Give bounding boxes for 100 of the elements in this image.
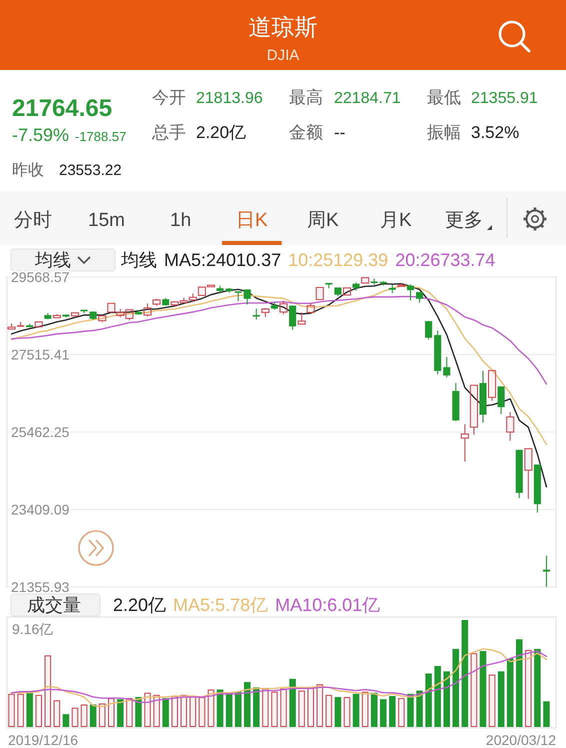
candlestick	[143, 302, 152, 318]
series-label: 20:26733.74	[395, 250, 496, 270]
bar	[44, 655, 52, 727]
bar	[226, 692, 232, 727]
candlestick	[316, 287, 324, 300]
text: -1788.57	[75, 129, 126, 144]
legend-title: 均线	[120, 250, 157, 270]
bar	[162, 698, 169, 727]
chart-title: 成交量	[27, 595, 81, 615]
bar	[72, 708, 78, 727]
text: --	[334, 123, 346, 142]
bar	[280, 688, 287, 727]
bar	[344, 697, 350, 727]
bar	[506, 658, 514, 727]
candlestick	[188, 293, 197, 302]
bar	[198, 697, 206, 727]
candlestick	[542, 555, 550, 588]
bar	[534, 648, 541, 727]
line-series	[10, 283, 548, 488]
y-tick-label: 23409.09	[11, 502, 70, 518]
bar	[208, 690, 214, 727]
bar	[470, 653, 478, 727]
bar	[117, 699, 124, 727]
bar	[17, 694, 24, 727]
bar	[326, 694, 332, 727]
text: 日K	[236, 210, 268, 231]
bar	[144, 692, 151, 727]
text: -7.59%	[12, 125, 70, 145]
bar	[135, 697, 142, 727]
text: 2.20亿	[113, 595, 166, 615]
bar	[362, 692, 368, 727]
text: 最高	[289, 88, 323, 107]
bar	[262, 688, 269, 727]
candlestick	[98, 315, 106, 322]
bar	[108, 698, 115, 727]
text: 分时	[14, 210, 52, 231]
bar	[488, 674, 496, 727]
annotation: 9.16亿	[12, 621, 54, 637]
bar	[298, 690, 305, 727]
bar	[462, 620, 468, 727]
candlestick	[7, 322, 16, 330]
text: 昨收	[12, 162, 44, 179]
bar	[289, 678, 296, 727]
bar	[244, 682, 251, 727]
candlestick	[298, 312, 306, 325]
candlestick	[425, 320, 432, 340]
bar	[216, 690, 224, 727]
candlestick	[460, 424, 469, 462]
bar	[452, 648, 460, 727]
candlestick	[198, 286, 206, 296]
bar	[35, 694, 42, 727]
bar	[425, 674, 432, 727]
bar	[271, 692, 278, 727]
bar	[54, 700, 60, 727]
candlestick	[470, 384, 478, 436]
candlestick	[498, 386, 505, 414]
text: 月K	[380, 210, 412, 231]
candlestick	[70, 312, 80, 316]
text: 更多	[445, 210, 483, 231]
text: 23553.22	[59, 162, 122, 179]
candlestick	[244, 288, 251, 305]
bar	[352, 694, 360, 727]
chart-title: 均线	[34, 250, 71, 270]
bar	[234, 692, 242, 727]
bar	[407, 694, 414, 727]
bar	[307, 687, 314, 727]
text: DJIA	[266, 47, 300, 64]
bar	[26, 692, 33, 727]
bar	[98, 703, 106, 727]
y-tick-label: 25462.25	[11, 424, 70, 440]
bar	[543, 701, 550, 727]
text: 振幅	[427, 123, 461, 142]
bar	[380, 699, 387, 727]
text: 15m	[88, 210, 125, 231]
candlestick	[170, 301, 179, 308]
text: MA10:6.01亿	[275, 595, 380, 615]
y-tick-label: 27515.41	[11, 346, 70, 362]
candlestick	[180, 297, 188, 304]
text: 2019/12/16	[8, 732, 78, 748]
candlestick	[416, 292, 424, 304]
bar	[416, 690, 423, 727]
candlestick	[361, 277, 370, 284]
text: 周K	[307, 210, 339, 231]
candlestick	[107, 302, 116, 313]
candlestick	[116, 308, 124, 318]
bar	[516, 639, 523, 727]
text: 金额	[289, 123, 323, 142]
bar	[90, 704, 96, 727]
candlestick	[397, 282, 406, 287]
candlestick	[406, 284, 414, 301]
series-label: 10:25129.39	[288, 250, 388, 270]
candlestick	[524, 448, 532, 500]
candlestick	[252, 308, 260, 320]
candlestick	[206, 284, 216, 288]
bar	[480, 651, 486, 727]
bar	[153, 694, 160, 727]
bar	[434, 666, 441, 727]
text: 22184.71	[334, 90, 401, 107]
text: MA5:5.78亿	[173, 595, 268, 615]
text: 21355.91	[471, 90, 538, 107]
